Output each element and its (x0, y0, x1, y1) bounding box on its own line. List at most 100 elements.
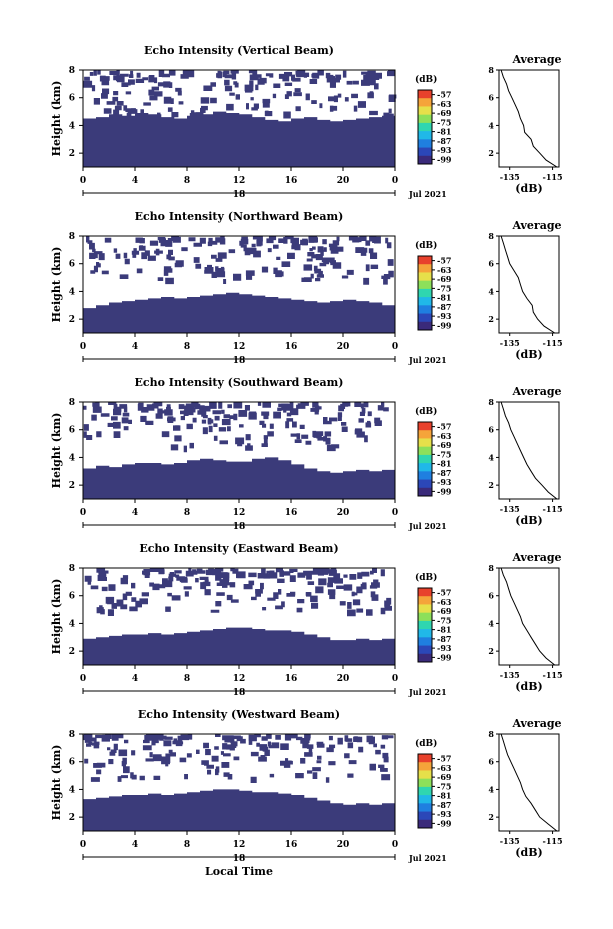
profile-title: Average (511, 385, 561, 398)
colorbar-tick-label: -75 (437, 781, 451, 791)
colorbar-swatch (418, 264, 432, 273)
panel-title: Echo Intensity (Westward Beam) (138, 708, 340, 721)
profile-x-label: (dB) (515, 182, 542, 195)
panel-5: Echo Intensity (Westward Beam) 2 4 6 8 Height… (50, 708, 563, 878)
colorbar-tick-label: -63 (437, 99, 452, 109)
colorbar-swatch (418, 637, 432, 646)
profile-y-tick-label: 2 (488, 812, 494, 822)
colorbar-swatch (418, 438, 432, 448)
x-tick-label: 0 (392, 342, 398, 352)
echo-region (83, 402, 396, 499)
x-tick-label: 4 (132, 342, 138, 352)
y-tick-label: 8 (69, 66, 75, 76)
colorbar-swatch (418, 90, 432, 99)
date-marker: 18 (233, 522, 246, 532)
y-tick-label: 6 (69, 758, 75, 768)
profile-y-tick-label: 2 (488, 480, 494, 490)
colorbar-tick-label: -93 (437, 477, 452, 487)
x-tick-label: 0 (80, 840, 86, 850)
colorbar-swatch (418, 297, 432, 306)
colorbar-tick-label: -69 (437, 274, 452, 284)
colorbar-frame (417, 753, 433, 829)
profile-frame (498, 235, 560, 334)
colorbar-tick-label: -57 (437, 588, 451, 598)
colorbar-tick-label: -69 (437, 606, 452, 616)
x-tick-label: 4 (132, 840, 138, 850)
y-tick-label: 6 (69, 94, 75, 104)
profile-y-tick-label: 6 (488, 93, 494, 103)
colorbar-unit: (dB) (415, 738, 437, 749)
colorbar-swatch (418, 147, 432, 157)
y-tick-label: 8 (69, 398, 75, 408)
y-axis-label: Height (km) (50, 413, 63, 489)
y-tick-label: 2 (69, 149, 75, 159)
date-label: Jul 2021 (408, 687, 447, 697)
profile-frame (498, 401, 560, 500)
x-tick-label: 8 (184, 508, 190, 518)
colorbar-tick-label: -99 (437, 154, 452, 164)
y-axis-label: Height (km) (50, 579, 63, 655)
profile-x-tick-label: -115 (543, 504, 563, 514)
x-tick-label: 8 (184, 674, 190, 684)
x-tick-label: 20 (337, 176, 350, 186)
profile-title: Average (511, 717, 561, 730)
colorbar-swatch (418, 131, 432, 140)
echo-region (83, 236, 396, 333)
x-tick-label: 0 (80, 674, 86, 684)
profile-y-tick-label: 8 (488, 397, 494, 407)
echo-region (83, 70, 397, 167)
colorbar-tick-label: -57 (437, 90, 451, 100)
panel-3: Echo Intensity (Southward Beam) 2 4 6 8 Heigh… (50, 376, 563, 532)
colorbar-tick-label: -63 (437, 431, 452, 441)
profile-x-label: (dB) (515, 348, 542, 361)
colorbar-swatch (418, 762, 432, 771)
profile-y-tick-label: 2 (488, 646, 494, 656)
x-tick-label: 20 (337, 674, 350, 684)
profile-y-tick-label: 2 (488, 148, 494, 158)
colorbar-swatch (418, 139, 432, 148)
x-tick-label: 20 (337, 342, 350, 352)
x-tick-label: 4 (132, 508, 138, 518)
profile-y-tick-label: 6 (488, 259, 494, 269)
y-axis-label: Height (km) (50, 81, 63, 157)
colorbar-swatch (418, 778, 432, 788)
colorbar-tick-label: -99 (437, 486, 452, 496)
colorbar-frame (417, 421, 433, 497)
colorbar-swatch (418, 811, 432, 821)
panel-title: Echo Intensity (Eastward Beam) (139, 542, 338, 555)
profile-line (500, 733, 558, 832)
colorbar-tick-label: -75 (437, 117, 451, 127)
profile-x-tick-label: -135 (500, 836, 520, 846)
y-tick-label: 6 (69, 260, 75, 270)
profile-x-tick-label: -115 (543, 836, 563, 846)
x-tick-label: 20 (337, 840, 350, 850)
colorbar-swatch (418, 463, 432, 472)
colorbar-tick-label: -69 (437, 108, 452, 118)
x-tick-label: 8 (184, 840, 190, 850)
x-tick-label: 0 (80, 176, 86, 186)
x-tick-label: 0 (392, 674, 398, 684)
colorbar-swatch (418, 471, 432, 480)
x-tick-label: 16 (285, 840, 298, 850)
colorbar-swatch (418, 653, 432, 663)
profile-x-tick-label: -115 (543, 172, 563, 182)
colorbar-frame (417, 587, 433, 663)
x-tick-label: 16 (285, 674, 298, 684)
profile-x-label: (dB) (515, 514, 542, 527)
x-tick-label: 12 (233, 508, 246, 518)
panel-title: Echo Intensity (Southward Beam) (135, 376, 344, 389)
colorbar-swatch (418, 795, 432, 804)
colorbar-swatch (418, 454, 432, 464)
date-label: Jul 2021 (408, 521, 447, 531)
colorbar-swatch (418, 803, 432, 812)
date-label: Jul 2021 (408, 189, 447, 199)
profile-x-label: (dB) (515, 846, 542, 859)
colorbar-swatch (418, 588, 432, 597)
date-marker: 18 (233, 356, 246, 366)
profile-y-tick-label: 8 (488, 729, 494, 739)
colorbar-swatch (418, 479, 432, 489)
colorbar-tick-label: -57 (437, 256, 451, 266)
colorbar-swatch (418, 98, 432, 107)
colorbar-unit: (dB) (415, 74, 437, 85)
profile-line (500, 235, 555, 334)
